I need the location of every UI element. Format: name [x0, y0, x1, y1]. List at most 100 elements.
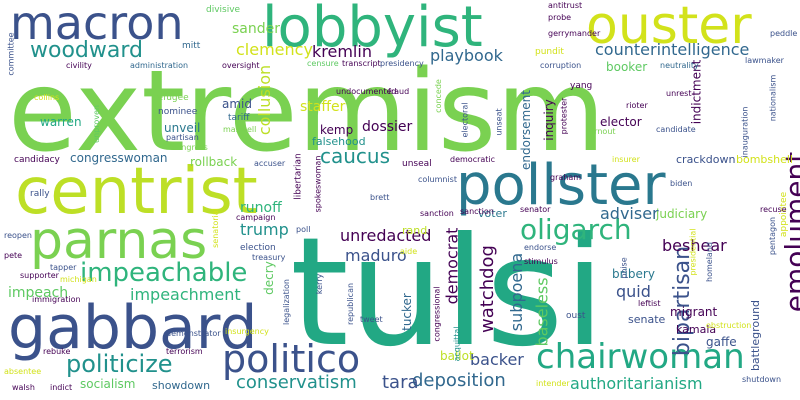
word-bribery: bribery [612, 267, 655, 281]
word-backer: backer [470, 350, 524, 369]
word-electoral: electoral [460, 102, 470, 138]
word-clemency: clemency [236, 40, 313, 59]
word-migrant: migrant [670, 305, 718, 319]
word-indict: indict [50, 383, 73, 392]
word-adviser: adviser [600, 204, 659, 223]
word-congressional: congressional [432, 286, 442, 342]
word-accuser: accuser [254, 159, 286, 168]
word-pete: pete [4, 251, 23, 260]
word-turnout: turnout [586, 127, 616, 136]
word-crackdown: crackdown [676, 153, 736, 166]
word-maduro: maduro [345, 246, 407, 265]
word-supporter: supporter [20, 271, 59, 280]
word-kemp: kemp [320, 123, 354, 137]
word-tapper: tapper [50, 263, 77, 272]
word-leftist: leftist [638, 299, 661, 308]
word-judiciary: judiciary [656, 207, 708, 221]
word-woodward: woodward [30, 38, 143, 63]
word-falsehood: falsehood [312, 135, 366, 148]
word-unredacted: unredacted [340, 226, 432, 245]
word-senatorial: senatorial [210, 208, 220, 248]
word-voter: voter [478, 207, 507, 220]
word-demonstrator: demonstrator [166, 329, 221, 338]
word-probe: probe [548, 13, 572, 22]
word-kerry: kerry [315, 273, 325, 295]
word-extremism: extremism [8, 47, 606, 177]
word-yang: yang [570, 81, 593, 91]
word-mitt: mitt [182, 41, 201, 51]
word-treasury: treasury [252, 253, 286, 262]
word-presidential: presidential [688, 228, 698, 276]
word-civility: civility [66, 61, 92, 70]
word-ballot: ballot [440, 349, 474, 363]
word-partisan: partisan [166, 133, 199, 142]
word-tara: tara [382, 372, 419, 393]
word-stimulus: stimulus [524, 257, 558, 266]
word-unproven: unproven [91, 105, 101, 143]
word-warren: warren [40, 115, 82, 129]
word-antitrust: antitrust [548, 1, 583, 10]
word-appointee: appointee [779, 191, 790, 238]
word-insurer: insurer [612, 155, 640, 164]
word-kamala: kamala [676, 323, 717, 336]
word-watchdog: watchdog [476, 245, 498, 333]
word-runoff: runoff [240, 200, 282, 216]
word-graham: graham [550, 173, 582, 182]
word-rally: rally [30, 189, 50, 199]
word-endorsement: endorsement [518, 90, 533, 170]
word-collusion: collusion [255, 64, 275, 136]
word-deposition: deposition [412, 370, 506, 391]
word-columnist: columnist [418, 175, 457, 184]
word-pollster: pollster [456, 153, 666, 218]
word-playbook: playbook [430, 46, 503, 65]
word-maxwell: maxwell [223, 125, 257, 134]
word-sanction-2: sanction [460, 207, 494, 216]
word-tucker: tucker [399, 293, 414, 331]
word-baseless: baseless [532, 277, 552, 347]
word-unrest: unrest [666, 89, 692, 98]
word-campaign: campaign [236, 213, 276, 222]
word-nominee: nominee [158, 107, 198, 117]
word-candidacy: candidacy [14, 155, 60, 165]
word-immigration: immigration [32, 295, 81, 304]
word-obstruction: obstruction [706, 321, 752, 330]
word-aide: aide [400, 247, 418, 256]
word-oligarch: oligarch [520, 213, 632, 246]
word-libertarian: libertarian [293, 153, 304, 200]
word-republican: republican [346, 282, 356, 326]
word-administration: administration [130, 61, 189, 70]
word-presidency: presidency [380, 59, 424, 68]
word-decry: decry [261, 261, 276, 295]
word-reopen: reopen [4, 231, 32, 240]
word-ouster: ouster [586, 0, 752, 56]
word-lawmaker: lawmaker [745, 56, 784, 65]
word-absentee: absentee [4, 367, 42, 376]
word-fraud: fraud [388, 87, 410, 96]
word-unseat: unseat [494, 108, 504, 136]
word-poise: poise [619, 257, 629, 279]
word-senator: senator [520, 205, 551, 214]
word-sander: sander [232, 21, 281, 37]
word-macron: macron [10, 0, 184, 50]
word-homeland: homeland [704, 242, 714, 282]
word-inquiry: inquiry [541, 99, 556, 141]
word-parnas: parnas [30, 211, 208, 271]
word-concede: concede [433, 79, 443, 113]
word-rand: rand [402, 224, 428, 237]
word-tweet: tweet [360, 315, 383, 324]
word-divisive: divisive [206, 5, 241, 15]
word-trump: trump [240, 220, 289, 239]
word-michigan: michigan [60, 275, 97, 284]
word-spokeswoman: spokeswoman [313, 155, 323, 213]
word-censure: censure [307, 59, 339, 68]
word-biden: biden [670, 179, 693, 188]
word-elector: elector [600, 115, 642, 129]
word-committee: committee [6, 32, 16, 76]
word-impeach: impeach [8, 285, 69, 301]
word-unveil: unveil [164, 121, 201, 135]
word-protester: protester [559, 97, 569, 135]
word-gaffe: gaffe [706, 335, 737, 349]
word-intender: intender [536, 379, 570, 388]
word-staffer: staffer [300, 99, 346, 115]
